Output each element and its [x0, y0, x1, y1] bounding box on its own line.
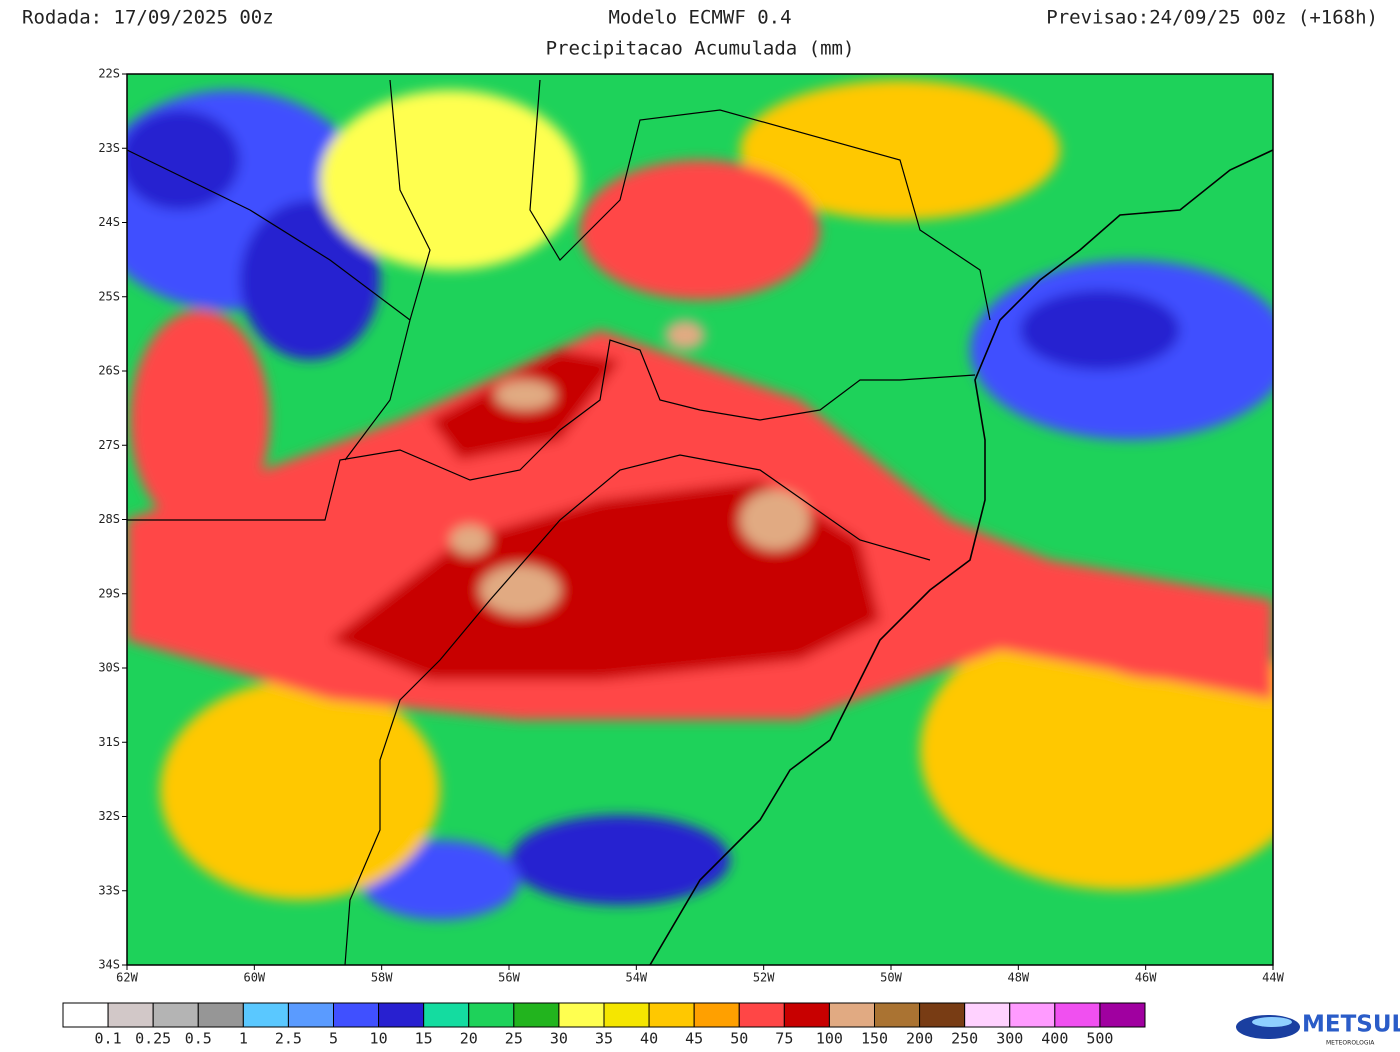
colorbar-label: 500: [1086, 1030, 1113, 1048]
lon-label: 56W: [498, 971, 520, 985]
colorbar-swatch: [468, 1002, 515, 1028]
lat-label: 33S: [98, 883, 120, 897]
colorbar-label: 150: [861, 1030, 888, 1048]
colorbar-swatch: [738, 1002, 785, 1028]
lon-label: 44W: [1262, 971, 1284, 985]
colorbar-label: 1: [239, 1030, 248, 1048]
logo-sub: METEOROLOGIA: [1326, 1040, 1375, 1047]
colorbar-label: 100: [816, 1030, 843, 1048]
lon-label: 48W: [1007, 971, 1029, 985]
colorbar-swatch: [603, 1002, 650, 1028]
run-label: Rodada: 17/09/2025 00z: [22, 7, 274, 29]
colorbar-swatch: [964, 1002, 1011, 1028]
lat-label: 30S: [98, 661, 120, 675]
colorbar-label: 75: [775, 1030, 793, 1048]
colorbar-label: 2.5: [275, 1030, 302, 1048]
colorbar-swatch: [783, 1002, 830, 1028]
lat-label: 29S: [98, 586, 120, 600]
colorbar-label: 30: [550, 1030, 568, 1048]
colorbar-swatch: [648, 1002, 695, 1028]
model-label: Modelo ECMWF 0.4: [608, 7, 791, 29]
logo-name: METSUL: [1302, 1012, 1400, 1038]
colorbar-label: 0.25: [135, 1030, 171, 1048]
colorbar-label: 40: [640, 1030, 658, 1048]
lat-label: 31S: [98, 735, 120, 749]
lon-label: 54W: [625, 971, 647, 985]
colorbar-swatch: [919, 1002, 966, 1028]
lon-label: 46W: [1135, 971, 1157, 985]
lat-label: 26S: [98, 364, 120, 378]
colorbar-label: 400: [1041, 1030, 1068, 1048]
forecast-label: Previsao:24/09/25 00z (+168h): [1046, 7, 1378, 29]
colorbar-swatch: [107, 1002, 154, 1028]
colorbar-swatch: [558, 1002, 605, 1028]
colorbar-swatch: [1054, 1002, 1101, 1028]
precip-field: [127, 74, 1273, 965]
colorbar-label: 0.1: [95, 1030, 122, 1048]
lon-label: 62W: [116, 971, 138, 985]
colorbar-swatch: [287, 1002, 334, 1028]
lon-label: 60W: [243, 971, 265, 985]
colorbar-label: 200: [906, 1030, 933, 1048]
logo-swoosh: [1252, 1017, 1292, 1027]
colorbar-swatch: [828, 1002, 876, 1028]
colorbar-swatch: [197, 1002, 244, 1028]
colorbar-label: 35: [595, 1030, 613, 1048]
lat-label: 25S: [98, 289, 120, 303]
lon-label: 52W: [753, 971, 775, 985]
colorbar-swatch: [874, 1002, 921, 1028]
colorbar-label: 250: [951, 1030, 978, 1048]
colorbar-label: 20: [460, 1030, 478, 1048]
colorbar-swatch: [1099, 1002, 1146, 1028]
colorbar-label: 300: [996, 1030, 1023, 1048]
lat-label: 22S: [98, 67, 120, 81]
colorbar-swatch: [1009, 1002, 1056, 1028]
subtitle: Precipitacao Acumulada (mm): [546, 38, 855, 60]
colorbar-swatch: [378, 1002, 425, 1028]
lat-label: 27S: [98, 438, 120, 452]
colorbar-swatch: [62, 1002, 109, 1028]
colorbar-swatch: [693, 1002, 740, 1028]
colorbar-swatch: [333, 1002, 380, 1028]
colorbar-label: 0.5: [185, 1030, 212, 1048]
lat-label: 32S: [98, 809, 120, 823]
colorbar-swatch: [513, 1002, 560, 1028]
colorbar-label: 10: [370, 1030, 388, 1048]
colorbar-swatch: [423, 1002, 470, 1028]
colorbar-label: 50: [730, 1030, 748, 1048]
colorbar-label: 15: [415, 1030, 433, 1048]
colorbar-label: 5: [329, 1030, 338, 1048]
lat-label: 23S: [98, 141, 120, 155]
lon-label: 58W: [371, 971, 393, 985]
colorbar-swatch: [152, 1002, 199, 1028]
lat-label: 24S: [98, 215, 120, 229]
lon-label: 50W: [880, 971, 902, 985]
colorbar-label: 25: [505, 1030, 523, 1048]
lat-label: 34S: [98, 958, 120, 972]
colorbar-swatch: [242, 1002, 289, 1028]
lat-label: 28S: [98, 512, 120, 526]
colorbar-label: 45: [685, 1030, 703, 1048]
